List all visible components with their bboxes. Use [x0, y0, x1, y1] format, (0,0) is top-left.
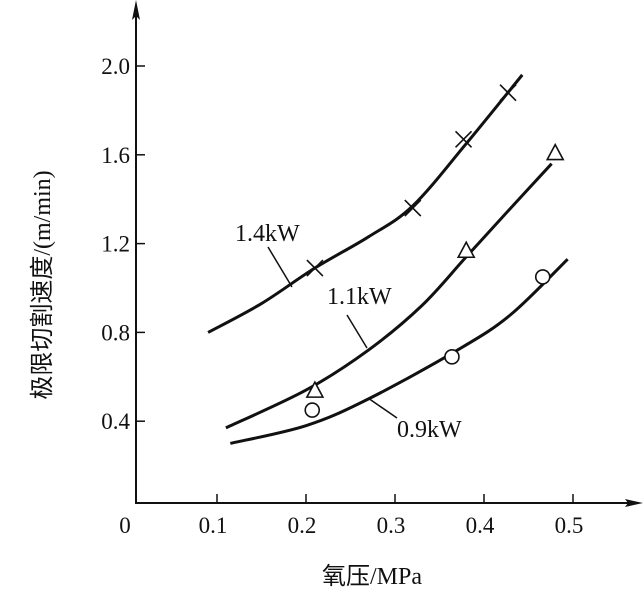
circle-marker — [534, 269, 551, 285]
triangle-marker — [456, 240, 476, 259]
series-label-leader — [346, 314, 368, 349]
curve-1_1kW — [225, 162, 553, 430]
x-tick-label: 0.5 — [555, 513, 584, 538]
series-label: 0.9kW — [397, 417, 462, 443]
x-tick-label: 0.1 — [199, 513, 228, 538]
y-tick-label: 0.4 — [101, 409, 130, 434]
x-axis-arrow — [625, 499, 643, 507]
y-tick-label: 1.6 — [101, 143, 130, 168]
y-axis-arrow — [132, 0, 140, 20]
x-marker-stroke — [306, 259, 324, 277]
x-tick-label: 0.2 — [288, 513, 317, 538]
x-marker — [404, 199, 422, 217]
x-tick-label: 0.3 — [377, 513, 406, 538]
x-tick-label: 0.4 — [466, 513, 495, 538]
axes — [132, 0, 643, 507]
x-marker-stroke — [454, 130, 473, 148]
series-label: 1.4kW — [235, 221, 300, 247]
circle-marker — [444, 349, 460, 365]
x-marker-stroke — [404, 199, 422, 217]
y-tick-label: 2.0 — [101, 54, 130, 79]
curve-0_9kW — [230, 258, 569, 445]
series-label-leader — [267, 246, 293, 288]
series-label: 1.1kW — [327, 284, 392, 310]
y-tick-label: 0.8 — [101, 320, 130, 345]
y-axis-label: 极限切割速度/(m/min) — [29, 170, 56, 399]
x-marker — [499, 84, 517, 102]
x-axis-label: 氧压/MPa — [322, 563, 422, 590]
x-marker-stroke — [499, 84, 517, 102]
x-marker — [454, 130, 473, 148]
circle-marker — [304, 402, 321, 418]
x-tick-label: 0 — [119, 513, 131, 538]
triangle-marker — [545, 142, 565, 161]
y-tick-label: 1.2 — [101, 232, 130, 257]
x-marker — [306, 259, 324, 277]
triangle-marker — [305, 380, 325, 398]
series-label-leader — [367, 397, 398, 419]
